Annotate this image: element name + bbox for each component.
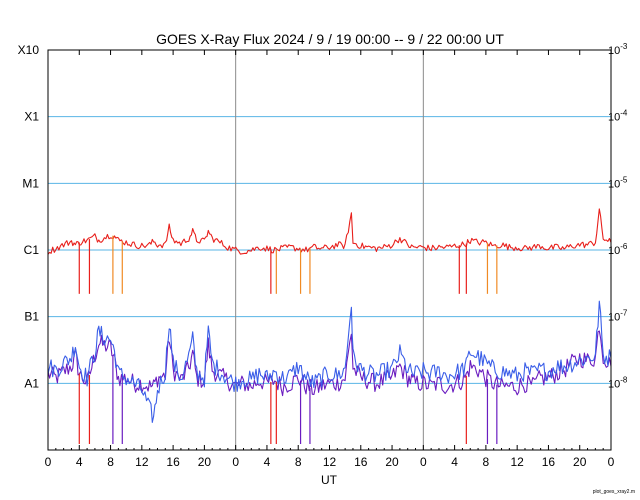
x-tick-label: 0	[232, 455, 239, 469]
x-tick-label: 16	[354, 455, 368, 469]
left-axis-label: X1	[24, 110, 39, 124]
x-tick-label: 20	[385, 455, 399, 469]
left-axis-label: C1	[24, 243, 40, 257]
right-axis-label-exponent: -8	[620, 375, 628, 384]
x-tick-label: 4	[76, 455, 83, 469]
left-axis-label: B1	[24, 310, 39, 324]
left-axis-labels: X10 X1 M1 C1 B1 A1	[18, 43, 40, 390]
x-tick-label: 4	[451, 455, 458, 469]
right-axis-label-base: 10	[608, 312, 620, 324]
right-axis-label-base: 10	[608, 112, 620, 124]
right-axis-label-base: 10	[608, 45, 620, 57]
x-axis-ticks: 0 4 8 12 16 20 0 4 8 12 16 20 0 4 8 12 16 20 0	[45, 50, 615, 469]
x-axis-label: UT	[321, 473, 338, 487]
right-axis-label-exponent: -6	[620, 242, 628, 251]
x-tick-label: 12	[323, 455, 337, 469]
x-tick-label: 8	[107, 455, 114, 469]
chart-title: GOES X-Ray Flux 2024 / 9 / 19 00:00 -- 9…	[156, 31, 504, 47]
data-gaps	[78, 235, 498, 444]
x-tick-label: 20	[198, 455, 212, 469]
left-axis-label: M1	[22, 176, 39, 190]
right-axis-labels: 10-310-410-510-610-710-8	[608, 42, 628, 390]
right-axis-label: 10-7	[608, 309, 628, 324]
right-axis-label: 10-6	[608, 242, 628, 257]
x-tick-label: 16	[166, 455, 180, 469]
right-axis-label-base: 10	[608, 178, 620, 190]
left-axis-label: A1	[24, 376, 39, 390]
right-axis-label: 10-5	[608, 175, 628, 190]
right-axis-label: 10-4	[608, 109, 628, 124]
series-line-long	[47, 208, 612, 255]
x-tick-label: 0	[420, 455, 427, 469]
left-axis-label: X10	[18, 43, 40, 57]
x-tick-label: 16	[542, 455, 556, 469]
right-axis-label-exponent: -4	[620, 109, 628, 118]
x-tick-label: 12	[135, 455, 149, 469]
x-tick-label: 8	[295, 455, 302, 469]
x-tick-label: 12	[510, 455, 524, 469]
x-tick-label: 4	[264, 455, 271, 469]
x-tick-label: 20	[573, 455, 587, 469]
x-tick-label: 0	[608, 455, 615, 469]
series-line-short-b	[47, 330, 612, 397]
right-axis-label-base: 10	[608, 245, 620, 257]
x-tick-label: 0	[45, 455, 52, 469]
right-axis-label-base: 10	[608, 378, 620, 390]
right-axis-label-exponent: -7	[620, 309, 628, 318]
series-line-short-a	[47, 300, 612, 423]
credit-text: plot_goes_xray2.m	[593, 489, 635, 495]
right-axis-label: 10-8	[608, 375, 628, 390]
x-tick-label: 8	[483, 455, 490, 469]
right-axis-label-exponent: -5	[620, 175, 628, 184]
right-axis-label-exponent: -3	[620, 42, 628, 51]
flux-series	[47, 208, 612, 423]
